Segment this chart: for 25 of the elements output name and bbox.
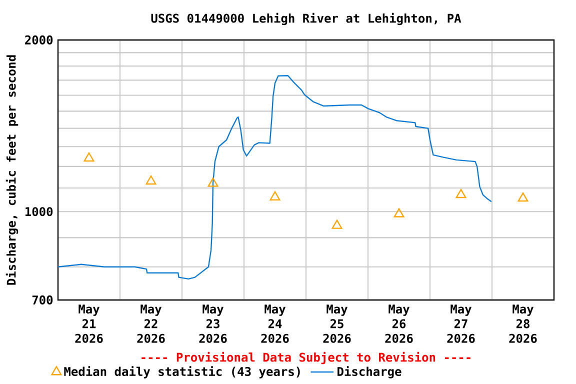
point <box>270 191 280 200</box>
chart-title: USGS 01449000 Lehigh River at Lehighton, PA <box>151 12 462 26</box>
point <box>146 175 156 185</box>
point <box>332 220 342 229</box>
point <box>518 192 528 202</box>
x-tick-label: May 26 2026 <box>385 304 413 343</box>
y-tick-label: 1000 <box>26 207 53 216</box>
y-axis-title: Discharge, cubic feet per second <box>6 55 18 285</box>
point <box>84 152 94 162</box>
x-tick-label: May 28 2026 <box>509 304 537 343</box>
point <box>208 178 218 187</box>
legend-label: Median daily statistic (43 years) <box>64 366 300 378</box>
y-tick-label: 2000 <box>25 35 53 44</box>
point <box>394 208 404 218</box>
x-tick-label: May 21 2026 <box>75 304 103 343</box>
legend-label: Discharge <box>338 366 402 378</box>
x-tick-label: May 24 2026 <box>261 304 289 343</box>
x-tick-label: May 22 2026 <box>137 304 165 343</box>
x-tick-label: May 25 2026 <box>323 304 351 343</box>
point <box>456 188 466 198</box>
text: ---- Provisional Data Subject to Revision ---- <box>142 352 470 364</box>
line-series <box>58 75 492 280</box>
y-tick-label: 700 <box>32 295 53 304</box>
x-tick-label: May 23 2026 <box>199 304 227 343</box>
x-tick-label: May 27 2026 <box>447 304 475 343</box>
